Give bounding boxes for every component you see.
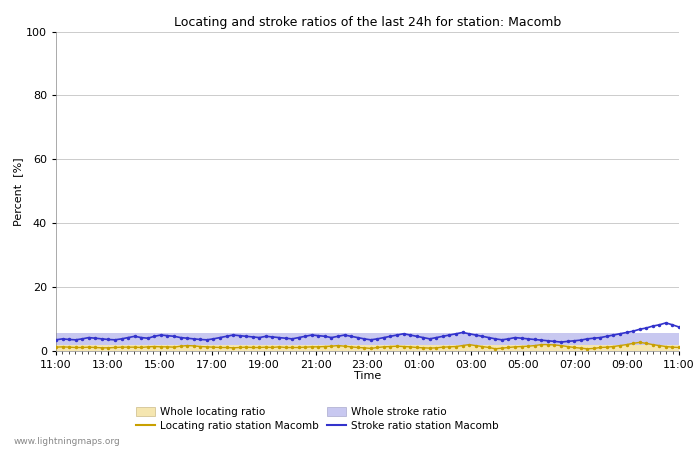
Title: Locating and stroke ratios of the last 24h for station: Macomb: Locating and stroke ratios of the last 2… <box>174 16 561 29</box>
Text: www.lightningmaps.org: www.lightningmaps.org <box>14 436 120 446</box>
X-axis label: Time: Time <box>354 371 381 382</box>
Y-axis label: Percent  [%]: Percent [%] <box>13 157 23 225</box>
Legend: Whole locating ratio, Locating ratio station Macomb, Whole stroke ratio, Stroke : Whole locating ratio, Locating ratio sta… <box>132 403 503 435</box>
